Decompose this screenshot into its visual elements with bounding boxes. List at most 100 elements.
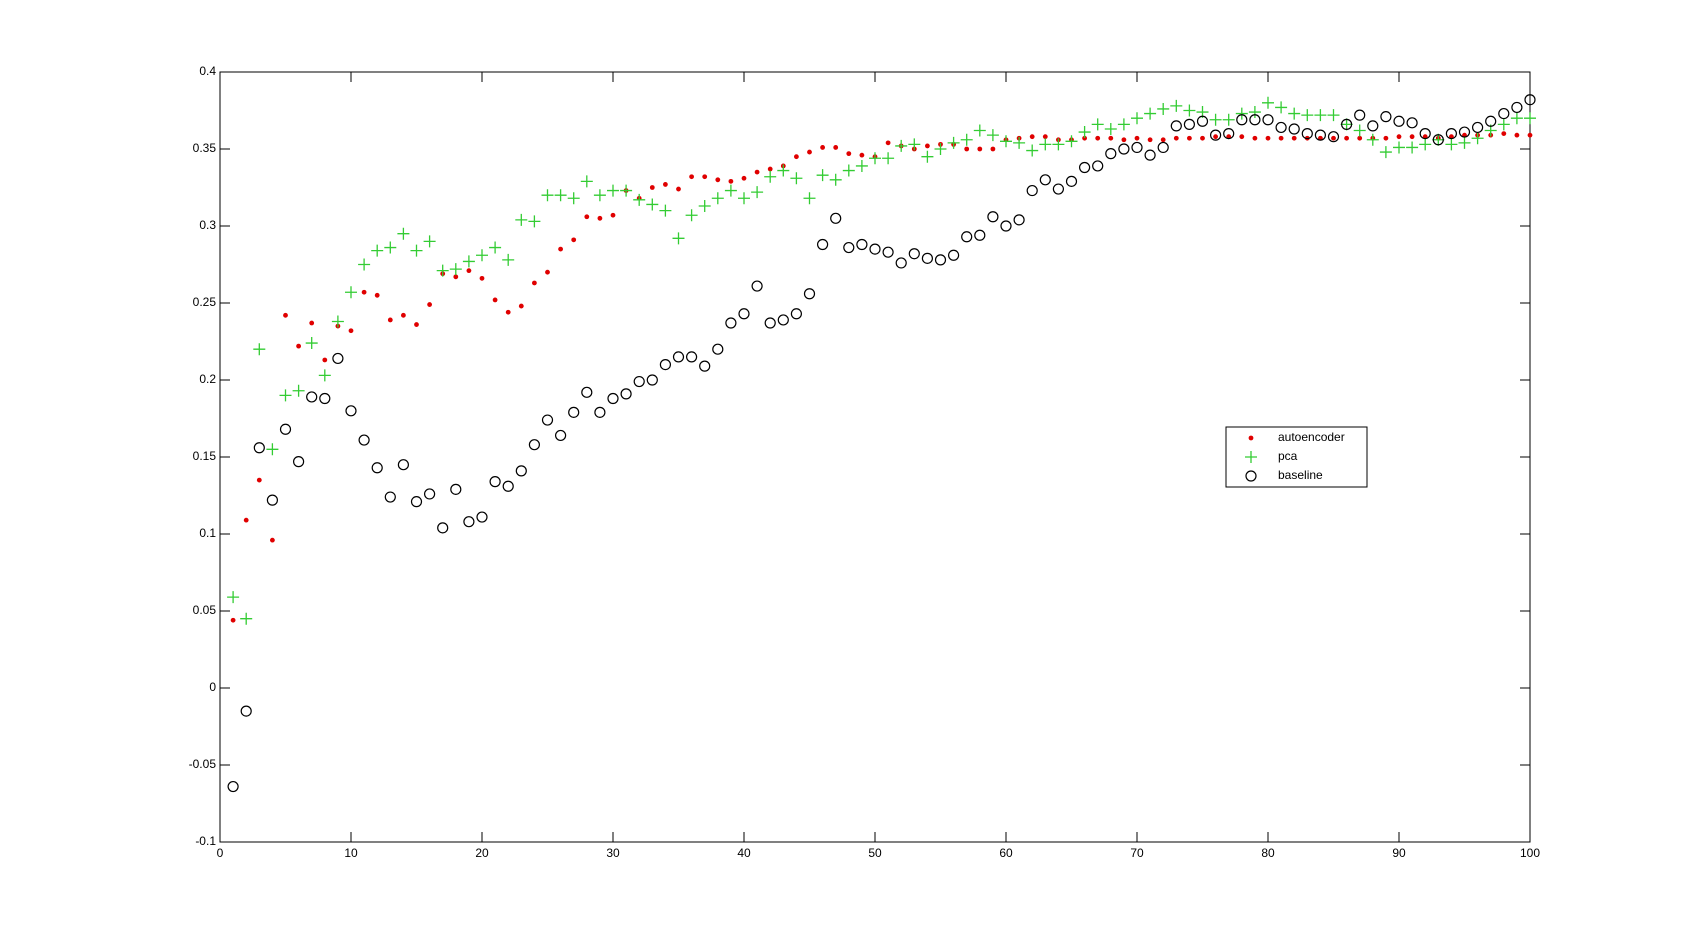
point	[790, 172, 803, 185]
point	[279, 389, 292, 402]
point	[1183, 118, 1196, 130]
point	[1353, 124, 1366, 137]
point	[1445, 128, 1458, 140]
point	[1160, 137, 1166, 143]
point	[974, 229, 986, 241]
point	[1278, 135, 1284, 141]
point	[593, 189, 606, 202]
point	[1471, 132, 1484, 145]
y-tick-label: 0.4	[199, 64, 216, 78]
point	[908, 138, 921, 151]
x-tick-label: 10	[344, 846, 358, 860]
point	[1078, 126, 1091, 139]
point	[885, 140, 891, 146]
point	[580, 175, 593, 188]
legend-marker	[1248, 435, 1254, 441]
point	[764, 170, 777, 183]
point	[1419, 128, 1431, 140]
point	[1105, 148, 1117, 160]
point	[332, 352, 344, 365]
point	[1524, 94, 1536, 106]
legend-label: autoencoder	[1278, 430, 1345, 444]
point	[584, 214, 590, 220]
x-tick-label: 100	[1520, 846, 1540, 860]
point	[1039, 138, 1052, 151]
point	[1000, 220, 1012, 232]
point	[1380, 111, 1392, 123]
point	[1236, 114, 1248, 126]
point	[283, 312, 288, 318]
point	[489, 241, 502, 254]
point	[803, 288, 816, 300]
point	[518, 303, 524, 309]
point	[1527, 132, 1533, 138]
point	[568, 406, 580, 418]
point	[502, 480, 514, 492]
point	[1091, 118, 1104, 131]
point	[610, 212, 616, 218]
point	[1501, 131, 1507, 137]
point	[777, 314, 789, 326]
point	[449, 263, 462, 276]
point	[384, 491, 396, 503]
point	[1000, 135, 1012, 148]
point	[1327, 131, 1340, 143]
point	[279, 423, 292, 435]
point	[240, 705, 252, 717]
point	[410, 496, 423, 508]
point	[1409, 134, 1415, 140]
point	[1458, 136, 1471, 149]
point	[620, 388, 632, 400]
point	[1275, 121, 1287, 134]
point	[541, 414, 554, 426]
point	[371, 244, 384, 257]
point	[859, 152, 865, 158]
point	[345, 286, 357, 299]
point	[855, 159, 868, 172]
point	[1209, 113, 1222, 126]
point	[243, 517, 249, 523]
point	[1367, 120, 1379, 132]
point	[462, 255, 475, 268]
y-tick-label: 0.3	[199, 218, 216, 232]
point	[1144, 149, 1156, 161]
point	[1131, 141, 1143, 154]
point	[1419, 138, 1432, 151]
point	[450, 483, 462, 495]
point	[397, 459, 409, 471]
x-tick-label: 50	[868, 846, 882, 860]
point	[266, 494, 278, 506]
point	[921, 150, 934, 163]
point	[925, 143, 930, 149]
point	[545, 269, 550, 275]
point	[567, 192, 580, 205]
y-tick-label: 0.15	[193, 449, 217, 463]
x-tick-label: 60	[999, 846, 1013, 860]
point	[1485, 115, 1497, 127]
point	[1249, 114, 1261, 126]
x-tick-label: 70	[1130, 846, 1144, 860]
point	[397, 227, 410, 240]
point	[1052, 183, 1065, 195]
point	[1524, 112, 1536, 125]
point	[1042, 134, 1048, 140]
point	[1301, 128, 1313, 140]
point	[646, 198, 659, 211]
point	[1222, 113, 1235, 126]
x-tick-label: 90	[1392, 846, 1406, 860]
point	[1498, 107, 1510, 120]
point	[1170, 99, 1183, 112]
point	[1432, 134, 1444, 146]
point	[1121, 137, 1127, 143]
y-tick-label: 0.1	[199, 526, 216, 540]
point	[751, 280, 763, 292]
point	[1471, 121, 1484, 134]
point	[345, 405, 357, 417]
point	[528, 215, 541, 228]
point	[947, 136, 960, 149]
point	[476, 511, 488, 523]
point	[702, 174, 708, 180]
point	[1262, 114, 1274, 126]
point	[947, 249, 960, 261]
point	[502, 253, 515, 266]
